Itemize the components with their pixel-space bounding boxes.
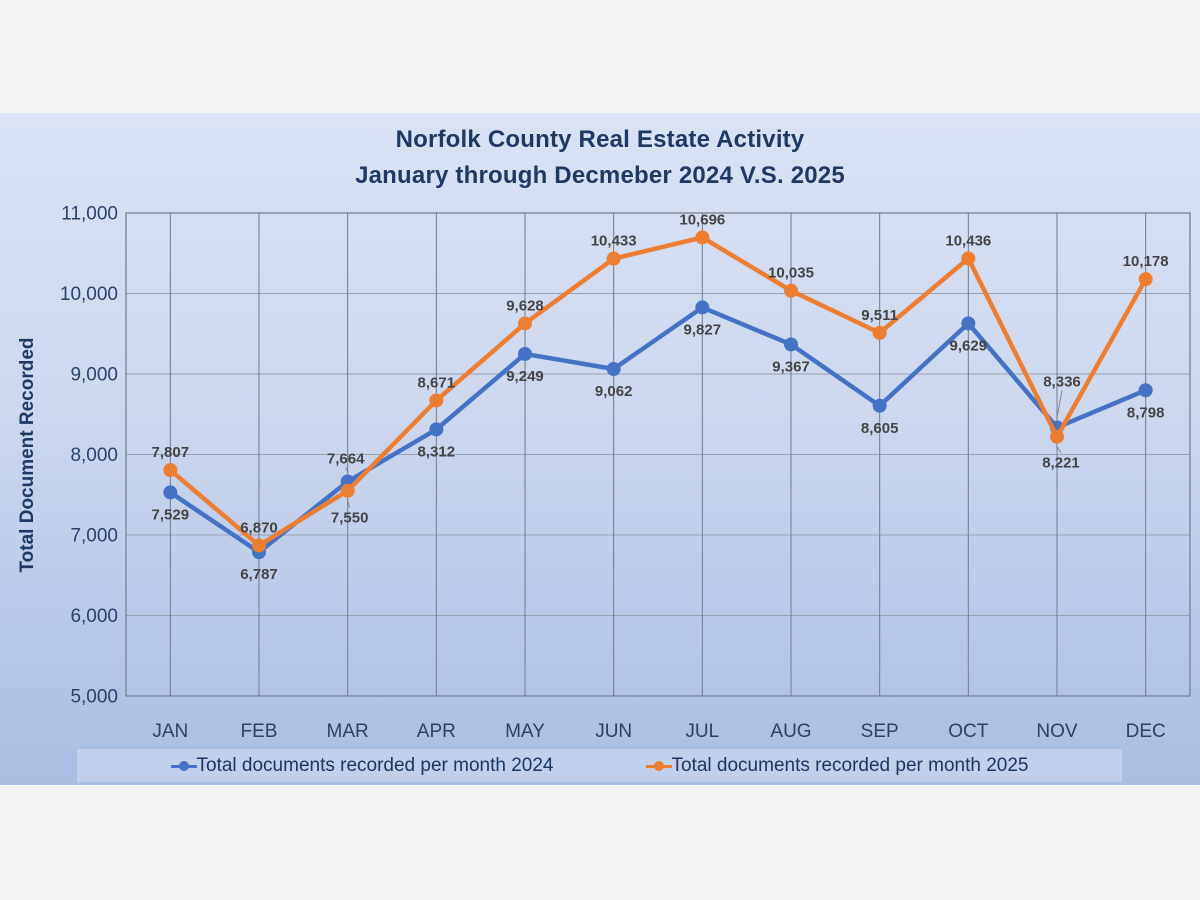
- data-label-2025-oct: 10,436: [945, 232, 991, 249]
- chart-title: Norfolk County Real Estate Activity Janu…: [0, 122, 1200, 194]
- label-leader-line: [1056, 446, 1062, 453]
- label-leader-line: [1056, 390, 1063, 418]
- label-leader-line: [347, 500, 351, 508]
- data-label-2025-may: 9,628: [506, 297, 544, 314]
- x-axis-month-label: MAR: [327, 721, 369, 742]
- data-point-2025-mar: [340, 483, 355, 498]
- data-point-2024-jun: [606, 362, 621, 377]
- x-axis-month-label: AUG: [770, 721, 811, 742]
- x-axis-month-label: DEC: [1126, 721, 1166, 742]
- series-line-2024: [168, 305, 1148, 555]
- y-axis-tick-label: 10,000: [60, 284, 118, 305]
- data-point-2025-may: [518, 316, 532, 331]
- data-label-2024-sep: 8,605: [861, 420, 899, 437]
- x-axis-month-label: FEB: [241, 721, 278, 742]
- x-axis-month-label: NOV: [1036, 721, 1078, 742]
- data-point-2025-jun: [606, 251, 621, 266]
- data-label-2024-jan: 7,529: [152, 506, 190, 523]
- data-point-2025-dec: [1138, 272, 1153, 287]
- x-axis-month-label: JUN: [595, 721, 632, 742]
- legend-label-2024: Total documents recorded per month 2024: [196, 754, 554, 776]
- data-label-2024-jun: 9,062: [595, 383, 633, 400]
- data-label-2025-aug: 10,035: [768, 265, 814, 282]
- x-axis-month-label: OCT: [948, 721, 989, 742]
- legend-item-2025: Total documents recorded per month 2025: [645, 754, 1029, 777]
- chart-title-line1: Norfolk County Real Estate Activity: [395, 126, 805, 153]
- data-label-2024-nov: 8,336: [1043, 373, 1081, 390]
- data-point-2025-jan: [163, 463, 178, 478]
- data-label-2025-jul: 10,696: [679, 211, 725, 228]
- data-point-2025-nov: [1050, 429, 1064, 444]
- data-point-2024-jul: [695, 300, 710, 315]
- data-label-2025-sep: 9,511: [861, 307, 898, 324]
- y-axis-title: Total Document Recorded: [17, 337, 38, 572]
- data-label-2024-may: 9,249: [506, 368, 544, 385]
- data-point-2024-apr: [429, 422, 444, 437]
- y-axis-tick-label: 9,000: [70, 365, 118, 386]
- chart-background: Norfolk County Real Estate Activity Janu…: [0, 113, 1200, 785]
- data-point-2024-dec: [1138, 383, 1153, 398]
- data-label-2024-aug: 9,367: [772, 358, 810, 375]
- line-with-dot-marker-icon: [170, 759, 197, 773]
- data-point-2025-feb: [252, 538, 266, 553]
- data-label-2024-apr: 8,312: [418, 443, 456, 460]
- data-point-2024-aug: [784, 337, 798, 352]
- data-point-2024-sep: [872, 398, 887, 413]
- y-axis-tick-label: 7,000: [70, 526, 118, 547]
- data-point-2025-sep: [872, 325, 887, 340]
- y-axis-tick-label: 11,000: [61, 204, 118, 225]
- data-label-2025-dec: 10,178: [1123, 253, 1169, 270]
- chart-title-line2: January through Decmeber 2024 V.S. 2025: [355, 162, 845, 189]
- plot-area: 5,000 6,000 7,000 8,000 9,000 10,000 11,000 JAN…: [17, 204, 1191, 742]
- data-label-2024-mar: 7,664: [327, 451, 365, 468]
- data-label-2024-dec: 8,798: [1127, 404, 1165, 421]
- x-axis-month-label: APR: [417, 721, 456, 742]
- data-point-2024-may: [518, 346, 532, 361]
- legend-item-2024: Total documents recorded per month 2024: [170, 754, 554, 777]
- x-axis-month-label: JUL: [685, 721, 719, 742]
- plot-border: [125, 212, 1191, 697]
- data-label-2025-nov: 8,221: [1042, 455, 1080, 472]
- legend-label-2025: Total documents recorded per month 2025: [671, 754, 1029, 776]
- x-axis-month-label: JAN: [152, 721, 188, 742]
- y-axis-tick-label: 8,000: [70, 445, 118, 466]
- data-label-2025-feb: 6,870: [240, 519, 278, 536]
- data-label-2024-oct: 9,629: [950, 337, 988, 354]
- x-axis-month-label: SEP: [861, 721, 899, 742]
- line-with-dot-marker-icon: [645, 759, 672, 773]
- data-label-2025-mar: 7,550: [331, 510, 369, 527]
- data-label-2025-jan: 7,807: [152, 444, 190, 461]
- y-axis-tick-label: 6,000: [70, 606, 118, 627]
- label-leader-line: [345, 467, 349, 472]
- x-axis-month-label: MAY: [505, 721, 545, 742]
- data-label-2024-feb: 6,787: [240, 566, 278, 583]
- data-point-2025-jul: [695, 230, 710, 245]
- data-point-2024-jan: [163, 485, 178, 500]
- legend: Total documents recorded per month 2024 …: [77, 749, 1122, 782]
- data-label-2024-jul: 9,827: [684, 321, 722, 338]
- data-point-2025-oct: [961, 251, 976, 266]
- data-point-2025-aug: [784, 283, 798, 298]
- series-line-2025: [168, 235, 1148, 548]
- y-axis-tick-label: 5,000: [70, 687, 118, 708]
- data-point-2025-apr: [429, 393, 444, 408]
- data-point-2024-oct: [961, 316, 976, 331]
- data-label-2025-apr: 8,671: [418, 374, 456, 391]
- data-label-2025-jun: 10,433: [591, 233, 637, 250]
